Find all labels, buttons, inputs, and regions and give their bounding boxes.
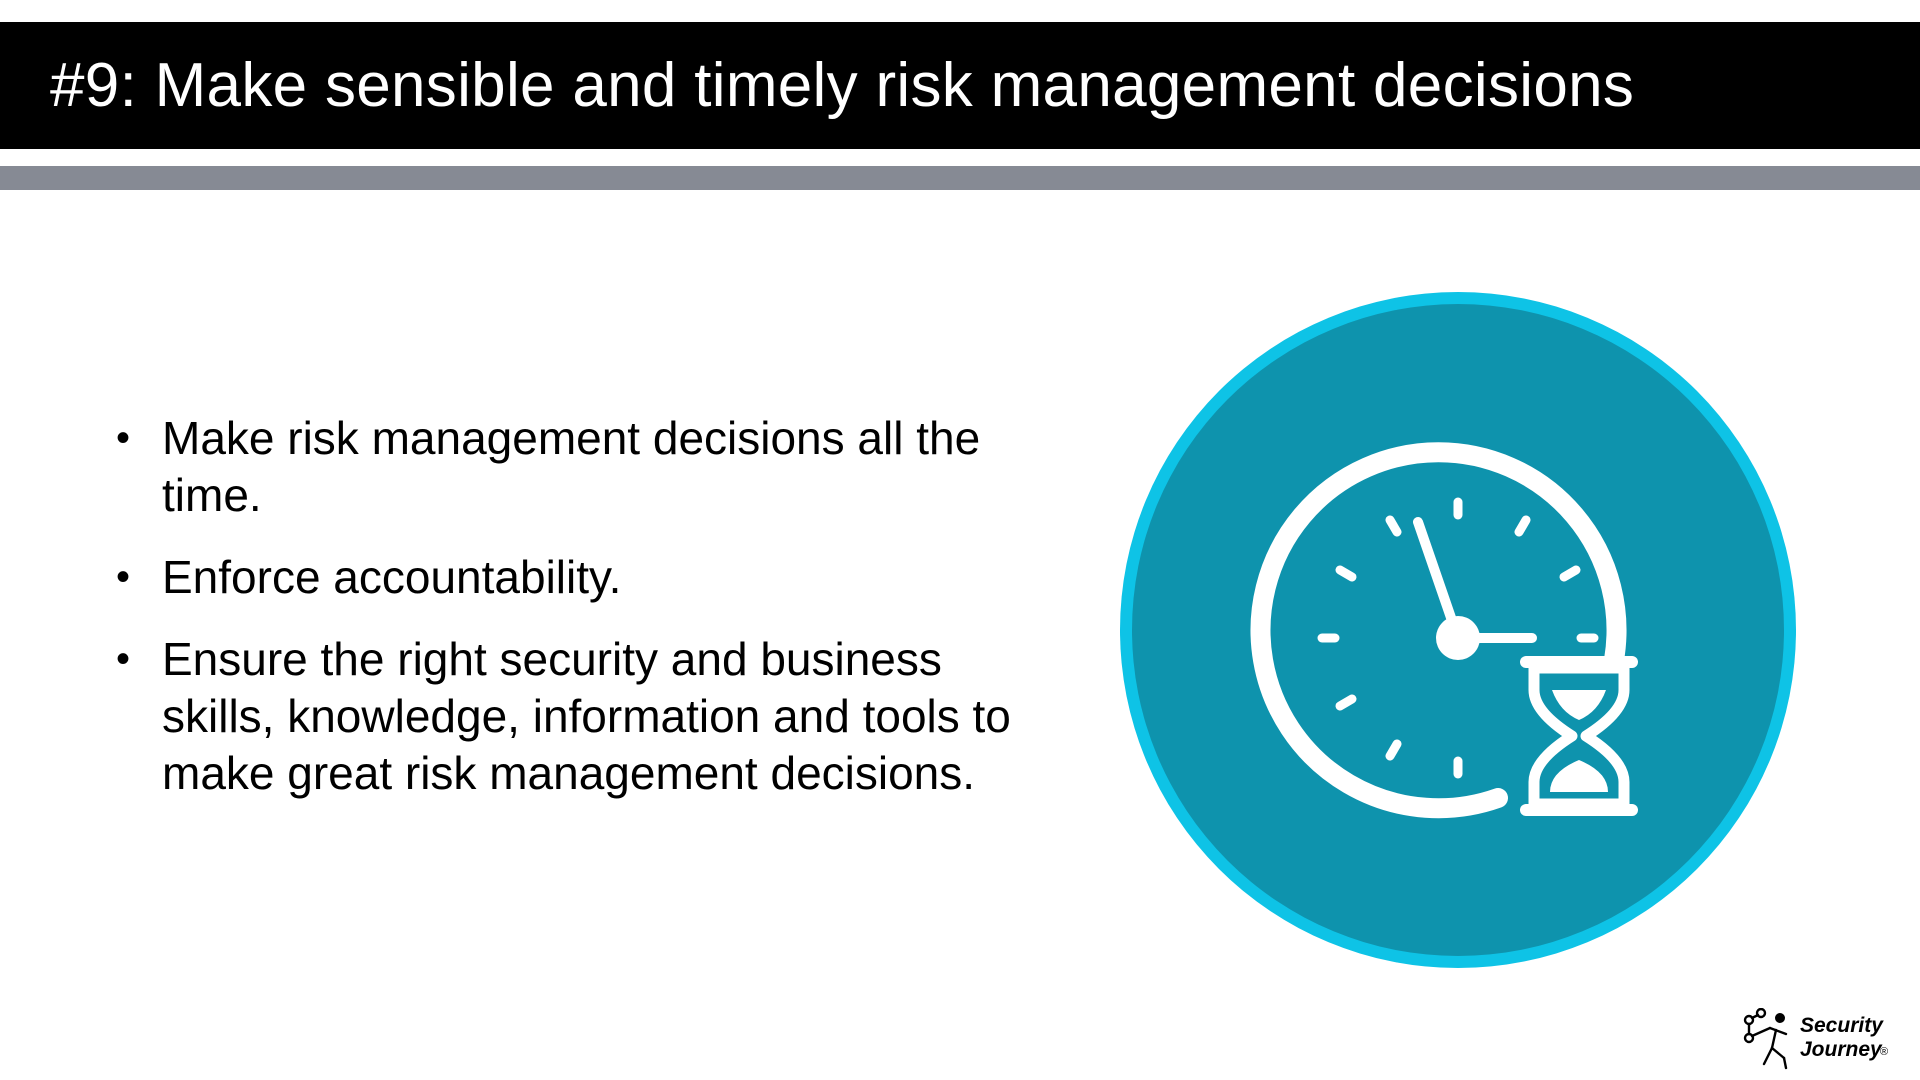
clock-rim [1250, 442, 1627, 819]
clock-tick [1559, 565, 1581, 582]
title-bar: #9: Make sensible and timely risk manage… [0, 22, 1920, 149]
clock-center [1436, 616, 1480, 660]
bullet-text: Enforce accountability. [162, 551, 622, 603]
bullet-list: • Make risk management decisions all the… [110, 410, 1040, 827]
clock-tick [1335, 565, 1357, 582]
bullet-text: Ensure the right security and business s… [162, 633, 1011, 799]
security-journey-logo: Security Journey ® [1740, 1007, 1900, 1072]
accent-divider [0, 166, 1920, 190]
slide-title: #9: Make sensible and timely risk manage… [50, 51, 1635, 120]
bullet-marker: • [116, 637, 131, 681]
bullet-item: • Enforce accountability. [110, 549, 1040, 606]
bullet-item: • Make risk management decisions all the… [110, 410, 1040, 524]
clock-tick [1385, 515, 1402, 537]
walking-figure-icon [1743, 1007, 1788, 1070]
logo-line-2: Journey [1800, 1038, 1882, 1061]
hourglass-glyph [1520, 656, 1638, 816]
logo-wordmark: Security Journey [1800, 1014, 1883, 1062]
bullet-item: • Ensure the right security and business… [110, 631, 1040, 802]
clock-glyph [1250, 442, 1627, 819]
clock-tick [1514, 515, 1531, 537]
clock-hourglass-icon [1120, 292, 1796, 968]
clock-tick [1385, 739, 1402, 761]
logo-line-1: Security [1800, 1014, 1883, 1037]
bullet-text: Make risk management decisions all the t… [162, 412, 981, 521]
clock-tick [1335, 694, 1357, 711]
bullet-marker: • [116, 416, 131, 460]
registered-mark: ® [1880, 1046, 1889, 1058]
bullet-marker: • [116, 555, 131, 599]
